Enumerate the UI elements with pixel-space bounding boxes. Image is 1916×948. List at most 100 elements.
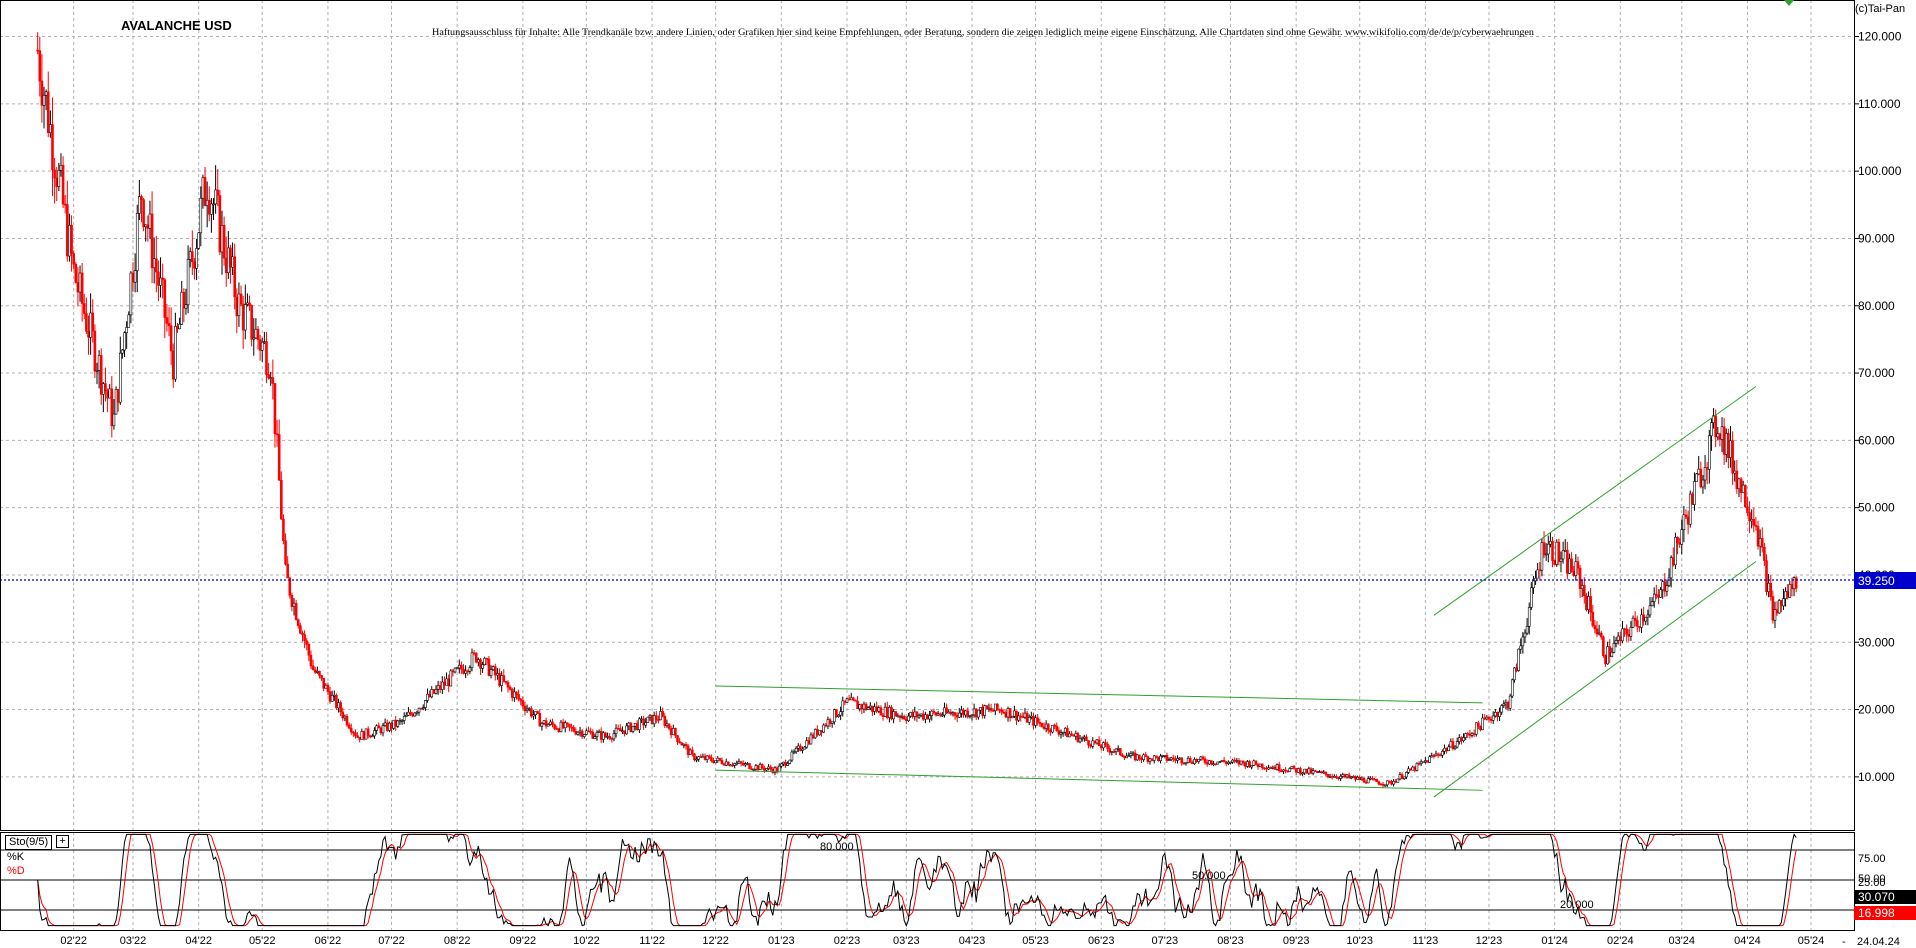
- candle-body: [710, 757, 713, 762]
- candle-body: [326, 684, 330, 692]
- candle-body: [599, 731, 603, 740]
- candle-body: [318, 671, 321, 676]
- candle-body: [1254, 760, 1258, 765]
- candle-body: [1195, 759, 1198, 762]
- candle-body: [430, 689, 434, 698]
- candle-body: [1347, 774, 1351, 778]
- candle-body: [1379, 783, 1383, 786]
- candle-body: [216, 189, 220, 196]
- candle-body: [926, 714, 929, 720]
- candle-body: [1619, 635, 1622, 642]
- candle-body: [648, 714, 652, 718]
- candle-body: [110, 388, 114, 427]
- stochastic-k-line: [37, 833, 1797, 927]
- candle-body: [930, 710, 934, 716]
- candle-body: [731, 764, 734, 767]
- date-tick-label: 06'22: [315, 935, 342, 947]
- candle-body: [1282, 769, 1285, 772]
- trend-line: [1433, 386, 1757, 616]
- candle-body: [943, 707, 946, 716]
- candle-body: [1464, 733, 1467, 738]
- candle-body: [1318, 771, 1321, 773]
- candle-body: [1203, 758, 1207, 763]
- candle-body: [902, 715, 906, 720]
- candle-body: [813, 728, 817, 739]
- candle-body: [1421, 761, 1425, 764]
- candle-body: [1790, 584, 1794, 590]
- candle-body: [46, 91, 50, 134]
- candle-body: [205, 199, 209, 206]
- candle-body: [750, 768, 753, 771]
- candle-body: [604, 732, 607, 738]
- candle-body: [989, 707, 993, 711]
- candle-body: [1714, 415, 1717, 438]
- candle-body: [296, 619, 300, 626]
- candle-body: [63, 203, 67, 206]
- candle-body: [888, 707, 891, 718]
- candle-body: [794, 747, 798, 753]
- stochastic-label[interactable]: Sto(9/5): [5, 835, 53, 850]
- candle-body: [381, 725, 385, 734]
- candle-body: [1398, 774, 1402, 780]
- candle-body: [1470, 733, 1474, 736]
- candle-body: [536, 711, 539, 714]
- candle-body: [1068, 733, 1071, 738]
- candle-body: [767, 766, 770, 769]
- candle-body: [765, 768, 768, 771]
- candle-body: [1313, 770, 1317, 772]
- candle-body: [1093, 740, 1097, 744]
- candle-body: [1640, 614, 1643, 628]
- candle-body: [1597, 632, 1601, 635]
- candle-body: [1269, 767, 1273, 769]
- candle-body: [144, 224, 148, 227]
- candle-body: [824, 724, 828, 727]
- candle-body: [748, 763, 751, 770]
- candle-body: [1506, 702, 1510, 709]
- candle-body: [739, 761, 743, 764]
- candle-body: [669, 728, 673, 736]
- candle-body: [1445, 747, 1448, 752]
- candle-body: [1432, 755, 1436, 757]
- candle-body: [294, 602, 298, 621]
- candle-body: [845, 698, 849, 703]
- candle-body: [1508, 695, 1512, 709]
- candle-body: [790, 751, 794, 761]
- candle-body: [330, 695, 334, 702]
- sto-axis-50: 50.00: [1858, 873, 1886, 885]
- candle-body: [652, 715, 656, 725]
- candle-body: [852, 697, 855, 701]
- candle-body: [1500, 705, 1503, 713]
- candle-body: [53, 169, 56, 179]
- candle-body: [788, 759, 792, 764]
- candle-body: [792, 751, 796, 754]
- date-tick-label: 05'23: [1022, 935, 1049, 947]
- candle-body: [1627, 633, 1631, 637]
- candle-body: [146, 224, 150, 229]
- candle-body: [1665, 585, 1669, 592]
- candle-body: [273, 383, 277, 435]
- candle-body: [1059, 732, 1063, 735]
- candle-body: [574, 730, 578, 735]
- candle-body: [1763, 546, 1766, 561]
- candle-body: [1722, 426, 1726, 455]
- candle-body: [1699, 468, 1703, 488]
- candle-body: [625, 725, 628, 735]
- candle-body: [1015, 710, 1018, 721]
- candle-body: [1400, 774, 1404, 780]
- sto-axis-25: 25.00: [1858, 877, 1886, 889]
- candle-body: [1296, 768, 1300, 773]
- candle-body: [1114, 748, 1118, 752]
- stochastic-expand-button[interactable]: +: [56, 835, 69, 848]
- candle-body: [1229, 761, 1232, 764]
- candle-body: [1097, 739, 1101, 747]
- candle-body: [847, 698, 851, 701]
- candle-body: [1082, 736, 1086, 739]
- candle-body: [538, 713, 542, 727]
- candle-body: [36, 49, 39, 52]
- date-tick-label: 07'22: [378, 935, 405, 947]
- candle-body: [875, 706, 878, 712]
- candle-body: [1301, 772, 1304, 775]
- candle-body: [576, 731, 580, 735]
- candle-body: [1559, 558, 1563, 562]
- candle-body: [163, 279, 167, 318]
